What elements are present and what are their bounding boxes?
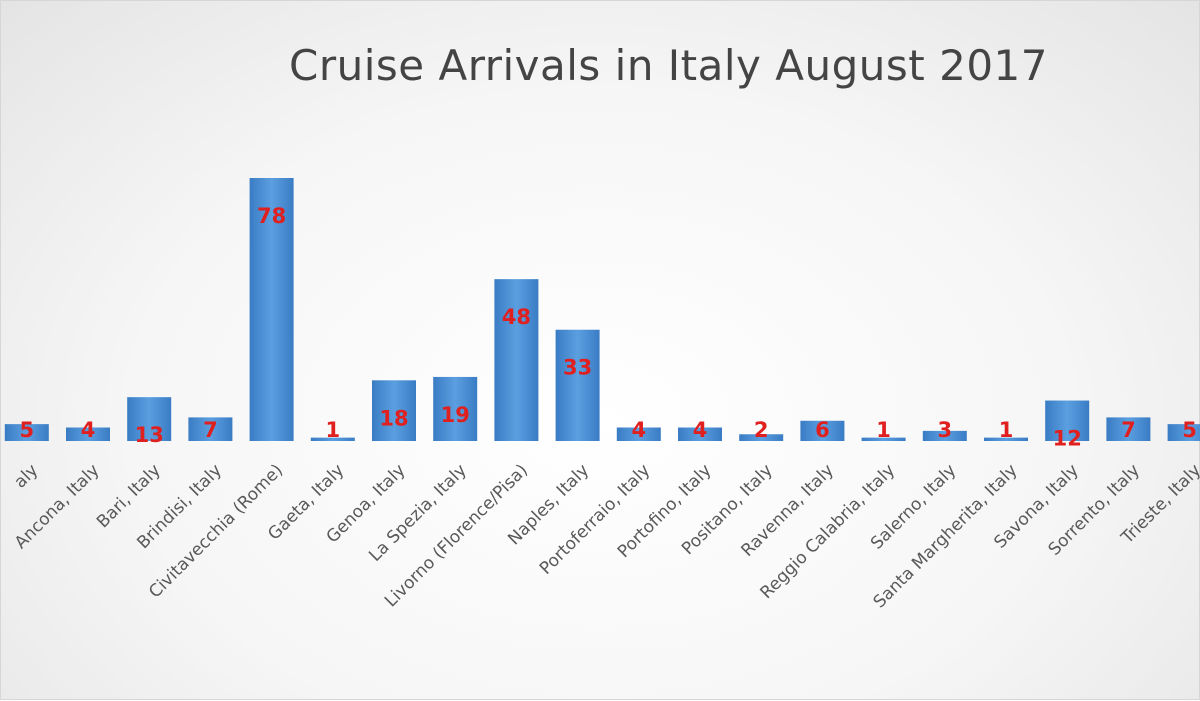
bar-4 [310,437,355,441]
bar-partial-left [4,424,49,441]
bar-2 [188,417,233,441]
bar-7 [494,279,539,441]
data-label-3: 78 [257,204,286,228]
data-label-10: 4 [693,418,708,442]
data-label-12: 6 [815,418,830,442]
bar-12 [800,420,845,441]
data-label-0: 4 [81,418,96,442]
data-label-6: 19 [441,403,470,427]
data-label-4: 1 [325,418,340,442]
data-label-16: 12 [1053,427,1082,451]
bar-11 [739,434,784,441]
data-label-17: 7 [1121,418,1136,442]
bar-16 [1045,400,1090,441]
data-label-1: 13 [135,423,164,447]
bar-0 [66,427,110,441]
bar-14 [922,430,967,441]
bar-9 [616,427,661,441]
bar-1 [127,397,172,441]
bar-8 [555,329,600,441]
data-label-9: 4 [631,418,646,442]
bar-18 [1167,424,1200,441]
data-label-2: 7 [203,418,218,442]
bar-13 [861,437,906,441]
data-label-8: 33 [563,356,592,380]
data-label-11: 2 [754,418,769,442]
data-label-7: 48 [502,305,531,329]
chart-title: Cruise Arrivals in Italy August 2017 [289,41,1048,90]
category-label-9: Portoferraio, Italy [536,460,654,578]
bar-5 [372,380,416,441]
data-label-18: 5 [1182,418,1197,442]
data-label-14: 3 [937,418,952,442]
category-label-partial-left: aly [10,460,42,492]
bar-15 [984,437,1028,441]
bar-3 [249,178,294,441]
bar-10 [678,427,722,441]
bar-17 [1106,417,1151,441]
data-label-5: 18 [379,406,408,430]
data-label-partial-left: 5 [19,418,34,442]
bar-6 [433,376,478,441]
data-label-15: 1 [999,418,1014,442]
data-label-13: 1 [876,418,891,442]
